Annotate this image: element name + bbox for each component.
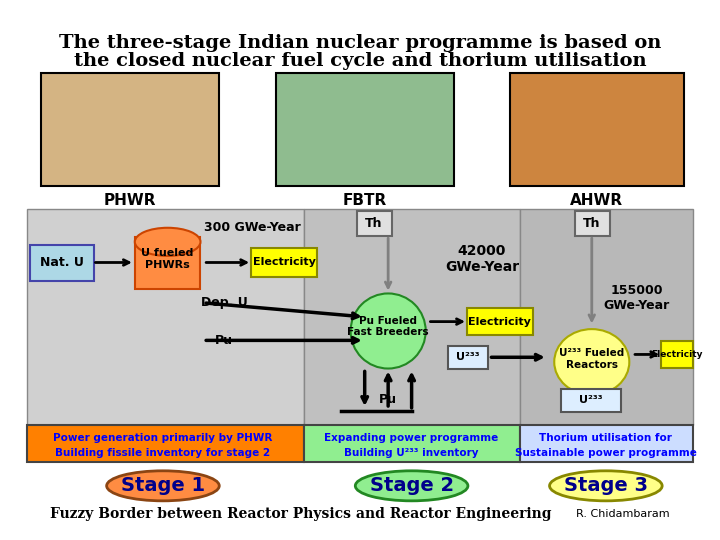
Ellipse shape xyxy=(554,329,629,395)
Text: Dep. U: Dep. U xyxy=(201,296,247,309)
FancyBboxPatch shape xyxy=(520,209,693,425)
Text: PHWR: PHWR xyxy=(104,193,156,208)
Text: Pu: Pu xyxy=(215,334,233,347)
FancyBboxPatch shape xyxy=(561,389,621,411)
Ellipse shape xyxy=(549,471,662,501)
FancyBboxPatch shape xyxy=(304,425,520,462)
Text: the closed nuclear fuel cycle and thorium utilisation: the closed nuclear fuel cycle and thoriu… xyxy=(73,52,647,70)
FancyBboxPatch shape xyxy=(30,245,94,281)
Text: R. Chidambaram: R. Chidambaram xyxy=(576,509,670,519)
Ellipse shape xyxy=(351,293,426,368)
Text: FBTR: FBTR xyxy=(343,193,387,208)
FancyBboxPatch shape xyxy=(449,346,487,368)
Text: Th: Th xyxy=(583,217,600,230)
FancyBboxPatch shape xyxy=(510,73,684,186)
Text: U²³³ Fueled
Reactors: U²³³ Fueled Reactors xyxy=(559,348,624,370)
Text: 300 GWe-Year: 300 GWe-Year xyxy=(204,221,300,234)
FancyBboxPatch shape xyxy=(467,308,533,335)
FancyBboxPatch shape xyxy=(304,209,520,425)
FancyBboxPatch shape xyxy=(357,211,392,236)
Text: Building fissile inventory for stage 2: Building fissile inventory for stage 2 xyxy=(55,448,271,458)
Text: Stage 2: Stage 2 xyxy=(369,476,454,495)
Text: Power generation primarily by PHWR: Power generation primarily by PHWR xyxy=(53,433,273,443)
Text: Building U²³³ inventory: Building U²³³ inventory xyxy=(344,448,479,458)
Text: Nat. U: Nat. U xyxy=(40,256,84,269)
Text: U²³³: U²³³ xyxy=(456,352,480,362)
Text: Stage 1: Stage 1 xyxy=(121,476,205,495)
Text: Sustainable power programme: Sustainable power programme xyxy=(515,448,697,458)
FancyBboxPatch shape xyxy=(520,425,693,462)
Text: Fuzzy Border between Reactor Physics and Reactor Engineering: Fuzzy Border between Reactor Physics and… xyxy=(50,507,552,521)
Text: Electricity: Electricity xyxy=(253,258,315,267)
FancyBboxPatch shape xyxy=(276,73,454,186)
Text: Expanding power programme: Expanding power programme xyxy=(325,433,499,443)
FancyBboxPatch shape xyxy=(251,248,317,276)
Text: Stage 3: Stage 3 xyxy=(564,476,648,495)
Text: Electricity: Electricity xyxy=(652,350,703,359)
Text: AHWR: AHWR xyxy=(570,193,623,208)
FancyBboxPatch shape xyxy=(575,211,610,236)
Ellipse shape xyxy=(135,228,200,256)
FancyBboxPatch shape xyxy=(135,237,200,289)
Text: Thorium utilisation for: Thorium utilisation for xyxy=(539,433,672,443)
Text: U fueled
PHWRs: U fueled PHWRs xyxy=(141,248,194,269)
Ellipse shape xyxy=(107,471,220,501)
Text: Electricity: Electricity xyxy=(469,316,531,327)
FancyBboxPatch shape xyxy=(27,209,304,425)
Text: U²³³: U²³³ xyxy=(579,395,603,406)
Ellipse shape xyxy=(355,471,468,501)
Text: The three-stage Indian nuclear programme is based on: The three-stage Indian nuclear programme… xyxy=(59,33,661,51)
Text: 42000
GWe-Year: 42000 GWe-Year xyxy=(445,244,519,274)
FancyBboxPatch shape xyxy=(661,341,693,368)
FancyBboxPatch shape xyxy=(41,73,220,186)
Text: 155000
GWe-Year: 155000 GWe-Year xyxy=(603,284,670,312)
Text: Pu Fueled
Fast Breeders: Pu Fueled Fast Breeders xyxy=(347,315,429,337)
Text: Th: Th xyxy=(365,217,383,230)
FancyBboxPatch shape xyxy=(27,425,304,462)
Text: Pu: Pu xyxy=(379,393,397,406)
